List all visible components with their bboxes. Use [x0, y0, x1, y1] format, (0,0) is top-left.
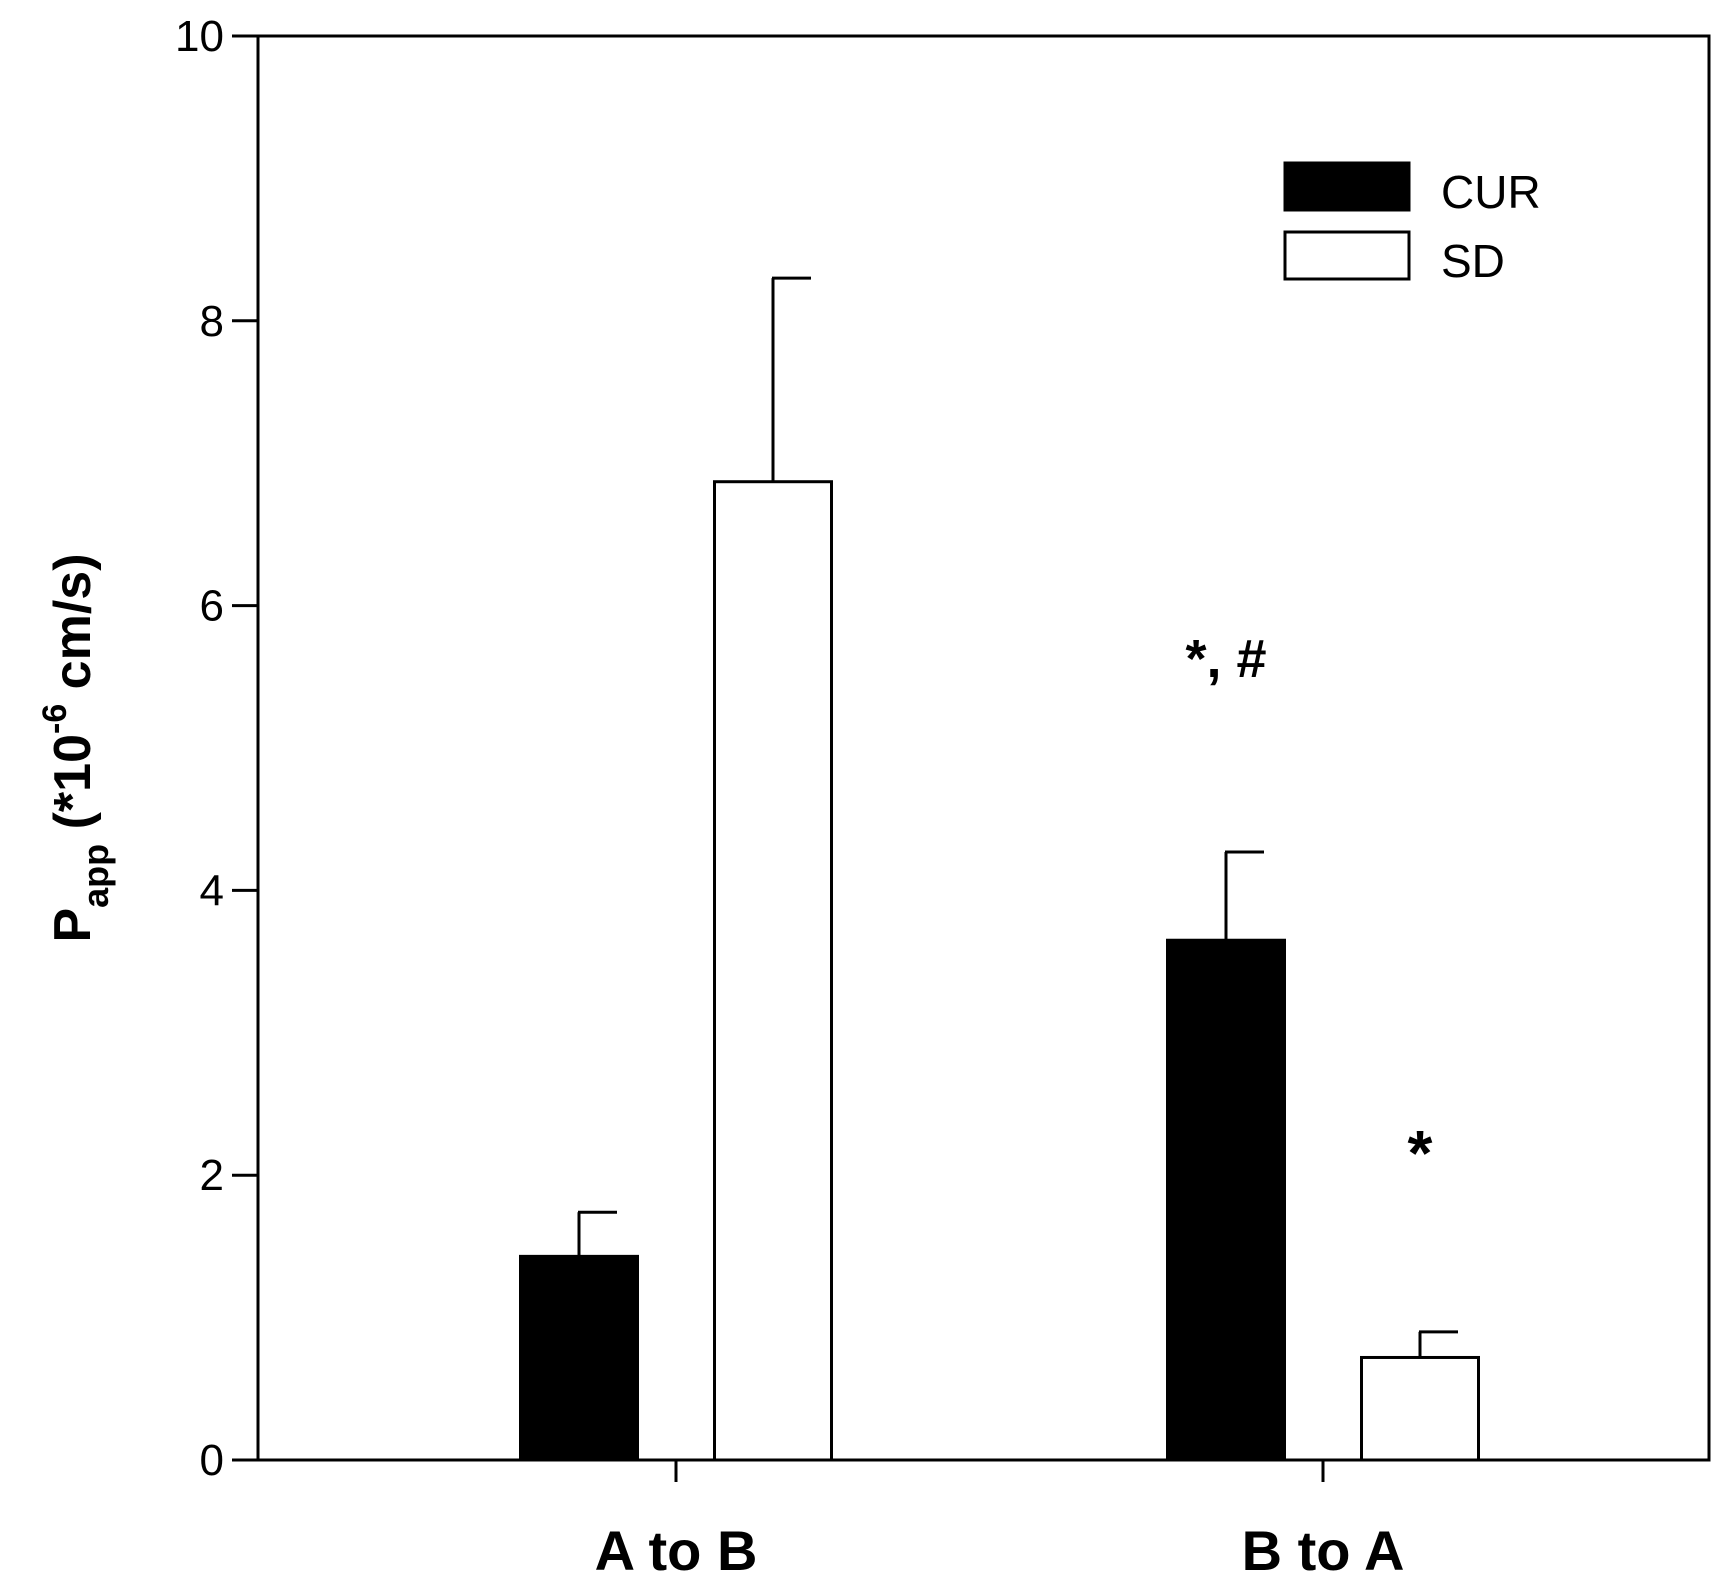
legend-swatch-sd [1283, 230, 1411, 281]
bars [519, 480, 1480, 1462]
x-category-label: B to A [1242, 1519, 1405, 1582]
error-bars [577, 276, 1458, 1358]
x-category-label: A to B [595, 1519, 758, 1582]
y-tick-label: 4 [200, 866, 224, 915]
legend-swatch-cur [1283, 161, 1411, 212]
significance-annotation: *, # [1185, 629, 1266, 689]
y-axis-label-sup: -6 [36, 704, 74, 734]
legend: CUR SD [1283, 161, 1541, 287]
bar-cur-0 [519, 1254, 639, 1462]
y-tick-label: 0 [200, 1436, 224, 1485]
y-axis-label-main: P [44, 908, 102, 943]
y-tick-label: 10 [175, 12, 224, 61]
legend-label-cur: CUR [1441, 166, 1541, 218]
y-tick-label: 8 [200, 297, 224, 346]
bar-sd-0 [713, 480, 833, 1462]
x-axis-ticks: A to B B to A [595, 1460, 1405, 1582]
y-axis-label-rest2: cm/s) [44, 553, 102, 703]
y-tick-label: 2 [200, 1151, 224, 1200]
bar-cur-1 [1166, 938, 1286, 1462]
y-axis-label-sub: app [75, 844, 116, 908]
y-axis-label-rest1: (*10 [44, 734, 102, 844]
legend-label-sd: SD [1441, 235, 1505, 287]
bar-sd-1 [1360, 1355, 1480, 1462]
y-axis-ticks: 0 2 4 6 8 10 [175, 12, 258, 1485]
y-tick-label: 6 [200, 582, 224, 631]
significance-annotation: * [1408, 1117, 1433, 1189]
annotations: *, # * [1185, 629, 1432, 1189]
y-axis-label: Papp (*10-6 cm/s) [36, 553, 116, 942]
plot-frame [256, 34, 1711, 1462]
